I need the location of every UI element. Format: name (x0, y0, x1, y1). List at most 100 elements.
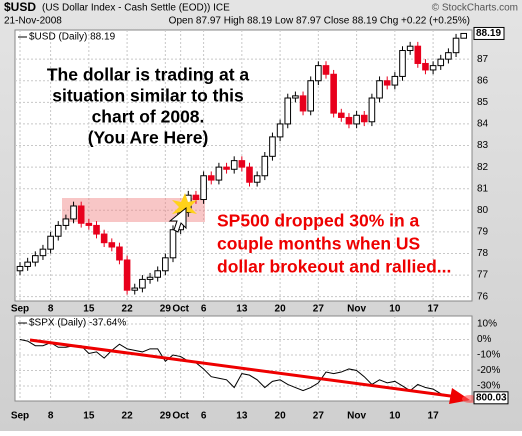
y-tick-label: 86 (477, 75, 489, 86)
y-tick-label: 76 (477, 291, 489, 302)
annotation: couple months when US (217, 234, 420, 254)
y-tick-label: -30% (477, 381, 500, 392)
x-tick-label: Oct (172, 411, 189, 422)
y-tick-label: 80 (477, 205, 489, 216)
candle-body (422, 62, 429, 71)
candle-body (24, 261, 31, 267)
x-tick-label: 8 (48, 411, 54, 422)
candle-body (284, 97, 292, 125)
x-tick-label: 17 (428, 411, 440, 422)
y-tick-label: 10% (477, 319, 497, 330)
candle-body (353, 114, 360, 125)
candle-body (360, 114, 368, 123)
y-tick-label: 79 (477, 227, 489, 238)
candle-body (215, 166, 223, 181)
spx-line (19, 339, 464, 399)
candle-body (54, 224, 62, 237)
candle-body (131, 287, 139, 291)
price-tag: 800.03 (476, 392, 507, 403)
x-tick-label: 13 (236, 304, 248, 315)
x-tick-label: 6 (201, 411, 207, 422)
source: © StockCharts.com (432, 3, 518, 14)
candle-body (47, 235, 54, 250)
candle-body (322, 65, 330, 75)
candle-body (108, 242, 116, 248)
candle-body (445, 52, 452, 60)
y-tick-label: 77 (477, 270, 489, 281)
x-tick-label: 20 (275, 304, 287, 315)
y-tick-label: 82 (477, 162, 489, 173)
price-tag-box (473, 26, 505, 40)
candle-body (32, 255, 39, 263)
annotation: SP500 dropped 30% in a (217, 211, 420, 231)
cursor (168, 206, 187, 233)
x-tick-label: 10 (389, 411, 401, 422)
x-tick-label: Sep (11, 304, 29, 315)
candle-body (238, 160, 246, 168)
candle-body (376, 80, 383, 99)
x-tick-label: 27 (313, 304, 325, 315)
annotation: dollar brokeout and rallied... (217, 257, 451, 277)
x-tick-label: 15 (83, 411, 95, 422)
x-tick-label: Nov (347, 304, 366, 315)
candle-body (70, 205, 77, 220)
y-tick-label: 83 (477, 140, 489, 151)
candle-body (116, 246, 123, 261)
spx-panel (14, 315, 473, 402)
candle-body (246, 166, 253, 183)
candle-body (261, 155, 269, 177)
y-tick-label: 0% (477, 334, 492, 345)
candle-body (338, 112, 345, 118)
candle-body (100, 233, 108, 244)
candle-body (207, 175, 215, 181)
y-tick-label: 78 (477, 248, 489, 259)
candle-body (406, 45, 414, 52)
candle-body (93, 224, 100, 235)
burst (172, 193, 197, 221)
price-tag: 88.19 (476, 28, 501, 39)
candle-body (391, 75, 399, 86)
candle-body (146, 276, 154, 280)
x-tick-label: 15 (83, 304, 95, 315)
x-tick-label: 29 (160, 304, 172, 315)
annotation: The dollar is trading at a (47, 65, 250, 85)
candle-body (85, 222, 93, 226)
x-tick-label: 13 (236, 411, 248, 422)
candle-body (307, 80, 314, 112)
symbol: $USD (4, 0, 36, 14)
legend: $SPX (Daily) -37.64% (29, 318, 126, 329)
x-tick-label: Nov (347, 411, 366, 422)
quote: Open 87.97 High 88.19 Low 87.97 Close 88… (169, 16, 470, 27)
date: 21-Nov-2008 (4, 16, 62, 27)
candle-body (269, 136, 276, 157)
candle-body (299, 95, 307, 112)
candle-body (368, 97, 376, 123)
candle-body (345, 116, 353, 125)
x-tick-label: 27 (313, 411, 325, 422)
candle-body (399, 50, 406, 77)
candle-body (330, 73, 337, 114)
x-tick-label: 29 (160, 411, 172, 422)
x-tick-label: 6 (201, 304, 207, 315)
candle-body (276, 123, 284, 138)
x-tick-label: 22 (122, 411, 134, 422)
candle-body (154, 270, 161, 278)
candle-body (383, 80, 391, 86)
candle-body (192, 194, 200, 201)
y-tick-label: -10% (477, 350, 500, 361)
candle-body (223, 166, 230, 170)
candle-body (16, 265, 24, 272)
y-tick-label: 81 (477, 183, 489, 194)
annotation: (You Are Here) (88, 128, 209, 148)
trend-arrow (29, 338, 459, 399)
x-tick-label: 17 (428, 304, 440, 315)
price-tag-box (473, 391, 509, 405)
candle-body (315, 65, 322, 82)
x-tick-label: 10 (389, 304, 401, 315)
candle-body (292, 95, 299, 99)
x-tick-label: 8 (48, 304, 54, 315)
candle-body (429, 65, 437, 71)
y-tick-label: 85 (477, 97, 489, 108)
candle-body (62, 218, 70, 226)
